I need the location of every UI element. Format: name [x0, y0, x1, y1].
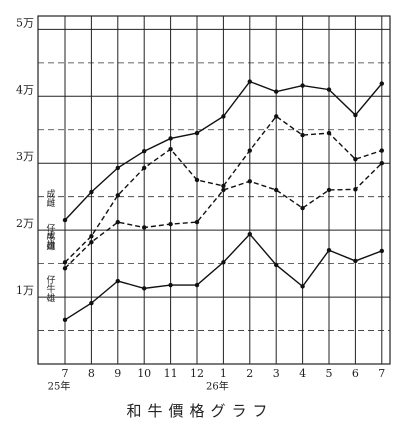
legend-label: 仔牛雌: [45, 223, 56, 252]
point: [300, 284, 305, 289]
point: [142, 286, 147, 291]
point: [142, 225, 147, 230]
point: [274, 89, 279, 94]
point: [168, 221, 173, 227]
point: [379, 81, 384, 86]
year-label: 25年: [48, 380, 71, 393]
point: [168, 136, 173, 141]
x-tick-label: 9: [114, 367, 121, 380]
point: [221, 114, 226, 119]
point: [379, 248, 384, 254]
x-tick-label: 7: [378, 367, 385, 380]
point: [194, 130, 200, 136]
legend-label: 成雌: [45, 188, 56, 208]
point: [247, 179, 252, 184]
point: [62, 317, 68, 323]
x-tick-label: 10: [137, 367, 151, 380]
point: [115, 219, 121, 225]
y-tick-label: 1万: [16, 284, 34, 297]
point: [274, 262, 279, 268]
point: [142, 165, 147, 171]
y-tick-label: 3万: [16, 150, 34, 163]
point: [379, 161, 384, 166]
point: [62, 217, 68, 223]
x-tick-label: 6: [352, 367, 359, 380]
x-tick-label: 12: [190, 367, 204, 380]
point: [274, 114, 279, 119]
x-tick-label: 4: [299, 367, 306, 380]
point: [168, 282, 173, 288]
legend-label: 仔牛雄: [45, 274, 56, 303]
y-tick-label: 2万: [16, 217, 34, 230]
x-tick-label: 1: [220, 367, 227, 380]
point: [221, 260, 226, 265]
point: [353, 157, 358, 162]
point: [89, 189, 94, 195]
point: [194, 177, 200, 183]
point: [353, 187, 358, 192]
point: [115, 193, 121, 198]
x-tick-label: 7: [62, 367, 69, 380]
point: [300, 83, 305, 88]
point: [274, 187, 279, 193]
plot-frame: [37, 15, 391, 365]
point: [326, 87, 332, 92]
point: [326, 187, 332, 193]
x-tick-label: 5: [326, 367, 333, 380]
point: [62, 266, 68, 271]
point: [300, 205, 305, 211]
x-tick-label: 11: [164, 367, 178, 380]
x-tick-label: 8: [88, 367, 95, 380]
point: [221, 187, 226, 193]
point: [247, 231, 252, 237]
point: [326, 130, 332, 136]
point: [247, 79, 252, 84]
point: [89, 300, 94, 306]
year-label: 26年: [206, 380, 229, 393]
point: [62, 260, 68, 265]
y-tick-label: 4万: [16, 83, 34, 96]
point: [353, 258, 358, 264]
point: [247, 148, 252, 153]
point: [300, 132, 305, 138]
point: [326, 248, 332, 253]
x-tick-label: 3: [273, 367, 280, 380]
point: [168, 146, 173, 152]
legend-label: 成雄: [45, 230, 56, 250]
point: [194, 219, 200, 225]
y-tick-label: 5万: [16, 16, 34, 29]
point: [115, 278, 121, 284]
point: [194, 282, 200, 288]
x-tick-label: 2: [246, 367, 253, 380]
point: [89, 240, 94, 245]
point: [89, 233, 94, 239]
chart-title: 和牛價格グラフ: [126, 402, 273, 420]
point: [115, 165, 121, 171]
point: [353, 112, 358, 118]
point: [221, 183, 226, 189]
point: [379, 148, 384, 153]
point: [142, 148, 147, 154]
